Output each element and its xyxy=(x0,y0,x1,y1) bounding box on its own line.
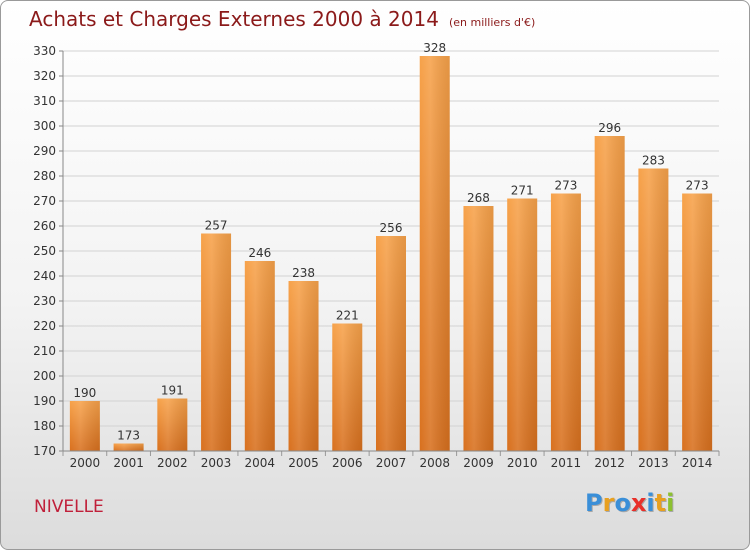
bar-shine xyxy=(288,281,319,451)
proxiti-logo: Proxiti xyxy=(585,489,674,517)
y-tick-label: 220 xyxy=(33,319,56,333)
bar-value-label: 221 xyxy=(336,309,359,323)
bar-shine xyxy=(69,401,100,451)
axis-layer: 170 180 190 200 210 220 230 240 250 260 270 280 290 3… xyxy=(33,44,720,470)
bar-value-label: 190 xyxy=(73,386,96,400)
bar-shine xyxy=(157,398,188,451)
x-tick-label: 2008 xyxy=(419,456,450,470)
x-tick-label: 2011 xyxy=(551,456,582,470)
bar-value-label: 191 xyxy=(161,384,184,398)
commune-name: NIVELLE xyxy=(34,497,104,517)
y-tick-label: 310 xyxy=(33,94,56,108)
y-tick-label: 270 xyxy=(33,194,56,208)
x-tick-label: 2006 xyxy=(332,456,363,470)
logo-letter: i xyxy=(646,489,655,517)
y-tick-label: 230 xyxy=(33,294,56,308)
y-tick-label: 290 xyxy=(33,144,56,158)
logo-letter: i xyxy=(666,489,675,517)
bar-value-label: 257 xyxy=(205,219,228,233)
bar-layer: 190 173 191 257 246 238 221 256 328 268 271 273 296 2… xyxy=(69,41,713,451)
y-tick-label: 170 xyxy=(33,444,56,458)
bar-value-label: 173 xyxy=(117,429,140,443)
y-tick-label: 260 xyxy=(33,219,56,233)
logo-letter: o xyxy=(614,489,631,517)
bar-shine xyxy=(332,323,363,451)
y-tick-label: 300 xyxy=(33,119,56,133)
bar-value-label: 246 xyxy=(248,246,271,260)
bar-value-label: 273 xyxy=(554,179,577,193)
bar-shine xyxy=(550,193,581,451)
y-tick-label: 280 xyxy=(33,169,56,183)
y-tick-label: 320 xyxy=(33,69,56,83)
logo-letter: t xyxy=(654,489,667,517)
y-tick-label: 330 xyxy=(33,44,56,58)
y-tick-label: 210 xyxy=(33,344,56,358)
chart-title: Achats et Charges Externes 2000 à 2014 (e… xyxy=(29,7,535,31)
bar-value-label: 271 xyxy=(511,184,534,198)
bar-value-label: 273 xyxy=(686,179,709,193)
chart-title-text: Achats et Charges Externes 2000 à 2014 xyxy=(29,7,439,31)
bar-shine xyxy=(638,168,669,451)
bar-shine xyxy=(682,193,713,451)
bar-shine xyxy=(463,206,494,451)
x-tick-label: 2014 xyxy=(682,456,713,470)
bar-shine xyxy=(594,136,625,451)
y-tick-label: 250 xyxy=(33,244,56,258)
y-tick-label: 240 xyxy=(33,269,56,283)
bar-value-label: 283 xyxy=(642,154,665,168)
bar-shine xyxy=(113,443,144,451)
bar-shine xyxy=(244,261,275,451)
chart-unit: (en milliers d'€) xyxy=(448,16,536,29)
y-tick-label: 200 xyxy=(33,369,56,383)
logo-letter: P xyxy=(585,489,603,517)
logo-letter: r xyxy=(602,489,615,517)
x-tick-label: 2012 xyxy=(594,456,625,470)
bar-value-label: 296 xyxy=(598,121,621,135)
x-tick-label: 2002 xyxy=(157,456,188,470)
x-tick-label: 2004 xyxy=(245,456,276,470)
y-tick-label: 190 xyxy=(33,394,56,408)
x-tick-label: 2000 xyxy=(70,456,101,470)
logo-letter: x xyxy=(630,489,647,517)
x-tick-label: 2003 xyxy=(201,456,232,470)
bar-shine xyxy=(507,198,538,451)
x-tick-label: 2013 xyxy=(638,456,669,470)
x-tick-label: 2009 xyxy=(463,456,494,470)
bar-value-label: 268 xyxy=(467,191,490,205)
bar-value-label: 256 xyxy=(380,221,403,235)
bar-shine xyxy=(376,236,406,451)
y-tick-label: 180 xyxy=(33,419,56,433)
x-tick-label: 2001 xyxy=(113,456,144,470)
x-tick-label: 2010 xyxy=(507,456,538,470)
x-tick-label: 2007 xyxy=(376,456,407,470)
bar-shine xyxy=(201,233,232,451)
bar-value-label: 328 xyxy=(423,41,446,55)
x-tick-label: 2005 xyxy=(288,456,319,470)
bar-shine xyxy=(419,56,450,451)
bar-value-label: 238 xyxy=(292,266,315,280)
